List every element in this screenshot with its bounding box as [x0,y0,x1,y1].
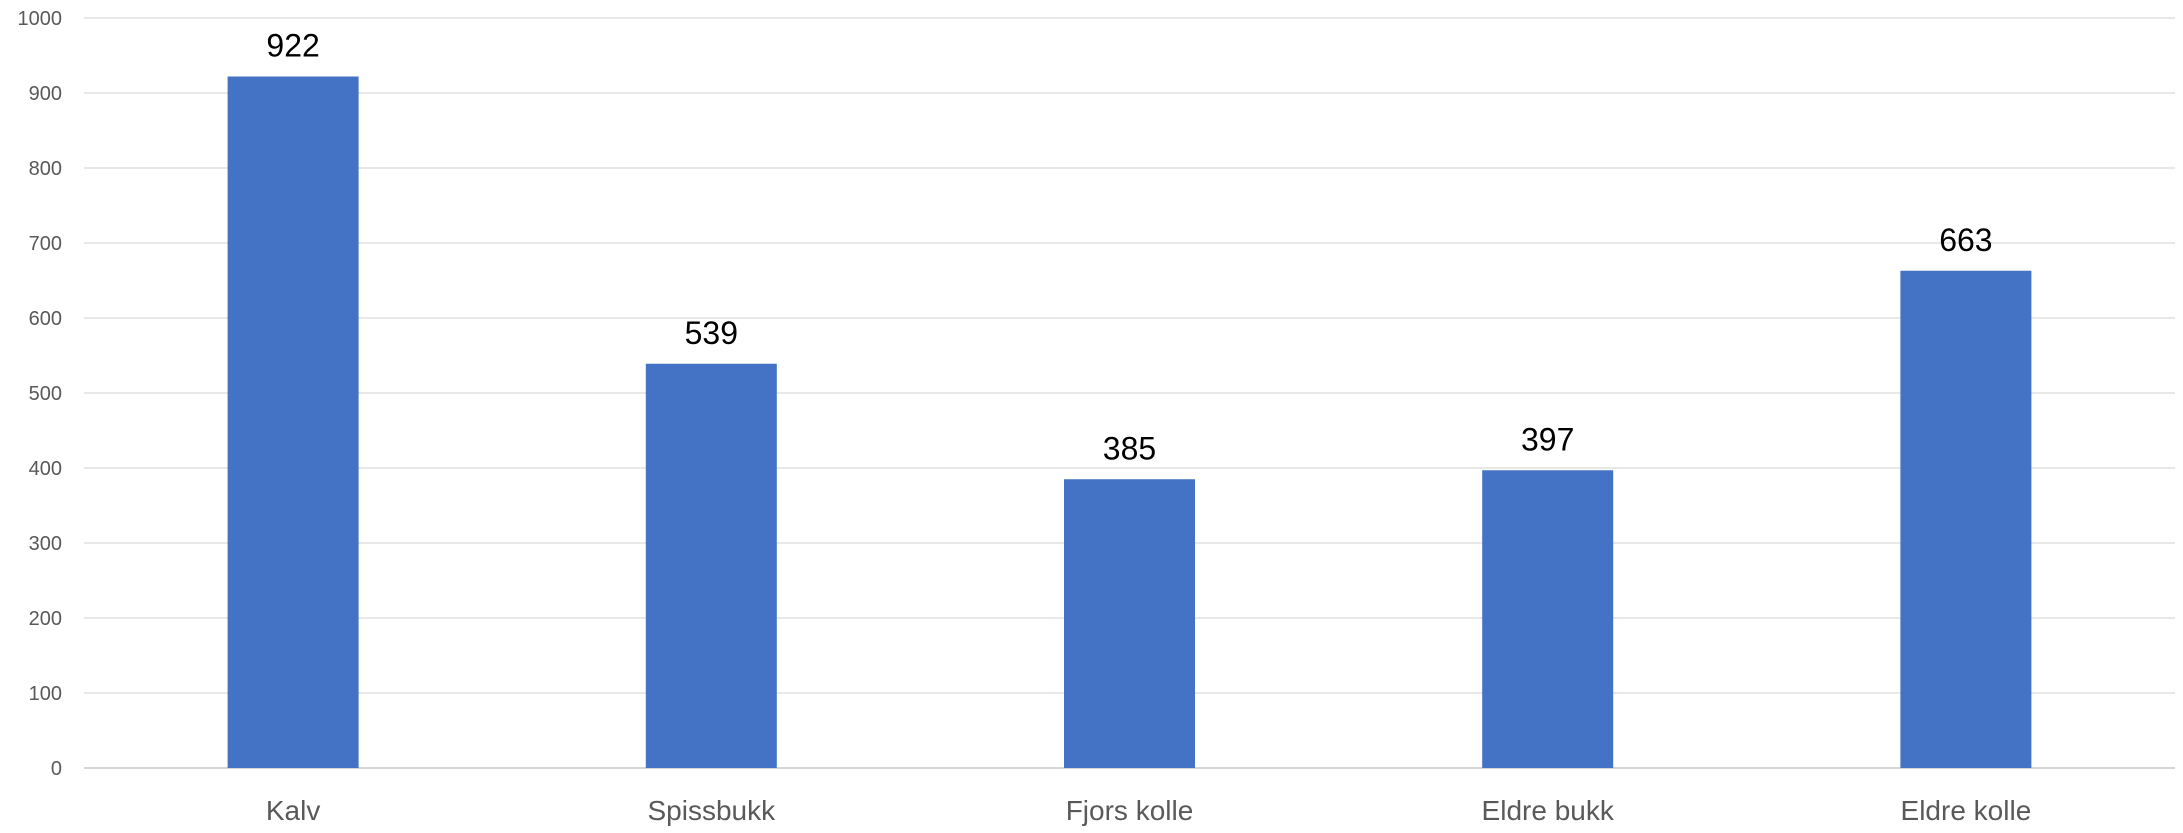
x-axis-ticks: Kalv Spissbukk Fjors kolle Eldre bukk Eldre … [266,795,2031,826]
y-tick-label: 800 [29,158,62,180]
data-labels: 922 539 385 397 663 [266,28,1992,467]
gridlines [84,17,2175,769]
bars [227,76,2032,768]
data-label: 539 [685,315,738,351]
x-tick-label: Eldre kolle [1901,795,2032,826]
x-tick-label: Spissbukk [647,795,776,826]
y-tick-label: 1000 [18,8,63,30]
y-tick-label: 500 [29,383,62,405]
x-tick-label: Fjors kolle [1066,795,1194,826]
data-label: 663 [1939,222,1992,258]
bar-eldre-kolle [1900,270,2032,768]
data-label: 922 [266,28,319,64]
y-tick-label: 400 [29,458,62,480]
data-label: 385 [1103,430,1156,466]
y-axis-ticks: 0 100 200 300 400 500 600 700 800 900 1000 [18,8,63,780]
bar-kalv [227,76,359,768]
y-tick-label: 600 [29,308,62,330]
x-tick-label: Kalv [266,795,320,826]
bar-spissbukk [645,363,777,768]
y-tick-label: 200 [29,608,62,630]
data-label: 397 [1521,421,1574,457]
y-tick-label: 900 [29,83,62,105]
y-tick-label: 0 [51,758,62,780]
y-tick-label: 300 [29,533,62,555]
bar-fjors-kolle [1064,479,1195,768]
bar-eldre-bukk [1482,470,1614,768]
x-tick-label: Eldre bukk [1482,795,1615,826]
y-tick-label: 100 [29,683,62,705]
y-tick-label: 700 [29,233,62,255]
